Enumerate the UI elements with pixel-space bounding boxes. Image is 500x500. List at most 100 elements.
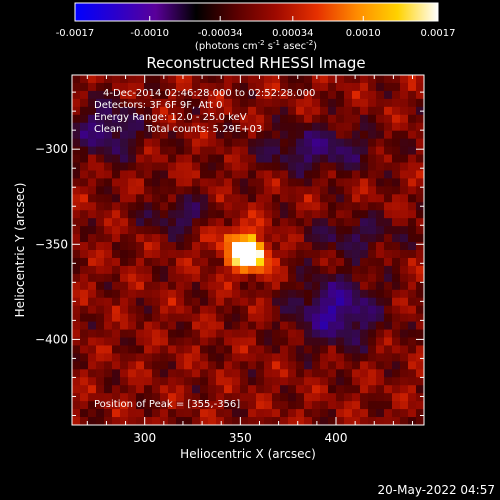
heatmap-cell: [136, 138, 145, 148]
heatmap-cell: [200, 186, 209, 195]
heatmap-cell: [312, 154, 321, 163]
heatmap-cell: [200, 162, 209, 171]
heatmap-cell: [408, 337, 417, 346]
heatmap-cell: [312, 385, 321, 394]
heatmap-cell: [80, 273, 89, 283]
heatmap-cell: [256, 393, 265, 402]
heatmap-cell: [88, 385, 97, 394]
heatmap-cell: [216, 178, 225, 187]
heatmap-cell: [408, 186, 417, 195]
heatmap-cell: [392, 82, 401, 92]
heatmap-cell: [280, 162, 289, 171]
heatmap-cell: [400, 337, 409, 346]
heatmap-cell: [384, 202, 393, 211]
heatmap-cell: [360, 154, 369, 163]
heatmap-cell: [192, 265, 201, 275]
heatmap-cell: [176, 250, 185, 259]
heatmap-cell: [152, 202, 161, 211]
heatmap-cell: [80, 114, 89, 124]
heatmap-cell: [296, 226, 305, 235]
heatmap-cell: [376, 305, 385, 315]
heatmap-cell: [384, 305, 393, 315]
heatmap-cell: [72, 337, 81, 346]
heatmap-cell: [112, 337, 121, 346]
heatmap-cell: [320, 345, 329, 354]
heatmap-cell: [400, 377, 409, 386]
heatmap-cell: [96, 234, 105, 243]
heatmap-cell: [104, 377, 113, 386]
heatmap-cell: [72, 321, 81, 331]
heatmap-cell: [360, 257, 369, 267]
heatmap-cell: [288, 210, 297, 219]
heatmap-cell: [176, 154, 185, 163]
heatmap-cell: [168, 369, 177, 378]
heatmap-cell: [368, 162, 377, 171]
x-tick-label: 300: [133, 431, 156, 445]
heatmap-cell: [320, 369, 329, 378]
heatmap-cell: [328, 186, 337, 195]
heatmap-cell: [192, 106, 201, 116]
heatmap-cell: [216, 289, 225, 299]
heatmap-cell: [192, 114, 201, 124]
heatmap-cell: [376, 75, 385, 84]
heatmap-cell: [208, 313, 217, 323]
heatmap-cell: [80, 194, 89, 203]
heatmap-cell: [200, 82, 209, 92]
heatmap-cell: [144, 162, 153, 171]
heatmap-cell: [416, 90, 425, 100]
heatmap-cell: [152, 146, 161, 156]
heatmap-cell: [120, 146, 129, 156]
heatmap-cell: [96, 226, 105, 235]
heatmap-cell: [376, 82, 385, 92]
heatmap-cell: [240, 321, 249, 331]
heatmap-cell: [152, 369, 161, 378]
heatmap-cell: [72, 75, 81, 84]
heatmap-cell: [128, 345, 137, 354]
heatmap-cell: [336, 353, 345, 362]
heatmap-cell: [256, 130, 265, 140]
heatmap-cell: [320, 170, 329, 179]
heatmap-cell: [320, 273, 329, 283]
heatmap-cell: [400, 265, 409, 275]
heatmap-cell: [280, 265, 289, 275]
heatmap-cell: [328, 210, 337, 219]
heatmap-cell: [128, 234, 137, 243]
heatmap-cell: [376, 353, 385, 362]
heatmap-cell: [128, 329, 137, 338]
heatmap-cell: [344, 90, 353, 100]
heatmap-cell: [144, 178, 153, 187]
heatmap-cell: [144, 329, 153, 338]
heatmap-cell: [120, 82, 129, 92]
heatmap-cell: [88, 289, 97, 299]
heatmap-cell: [296, 75, 305, 84]
heatmap-cell: [400, 242, 409, 251]
heatmap-cell: [184, 178, 193, 187]
heatmap-cell: [336, 313, 345, 323]
heatmap-cell: [112, 98, 121, 108]
heatmap-cell: [232, 393, 241, 402]
heatmap-cell: [80, 297, 89, 307]
heatmap-cell: [272, 98, 281, 108]
heatmap-cell: [344, 98, 353, 108]
heatmap-cell: [160, 329, 169, 338]
heatmap-cell: [400, 401, 409, 410]
heatmap-cell: [184, 401, 193, 410]
heatmap-cell: [344, 250, 353, 259]
heatmap-cell: [280, 242, 289, 251]
heatmap-cell: [144, 353, 153, 362]
heatmap-cell: [224, 273, 233, 283]
heatmap-cell: [368, 170, 377, 179]
heatmap-cell: [216, 130, 225, 140]
heatmap-cell: [232, 273, 241, 283]
heatmap-cell: [120, 75, 129, 84]
heatmap-cell: [280, 305, 289, 315]
heatmap-cell: [296, 106, 305, 116]
heatmap-cell: [344, 82, 353, 92]
heatmap-cell: [264, 250, 273, 259]
heatmap-cell: [152, 273, 161, 283]
heatmap-cell: [376, 146, 385, 156]
heatmap-cell: [400, 122, 409, 132]
heatmap-cell: [264, 361, 273, 370]
heatmap-cell: [368, 194, 377, 203]
heatmap-cell: [208, 409, 217, 418]
